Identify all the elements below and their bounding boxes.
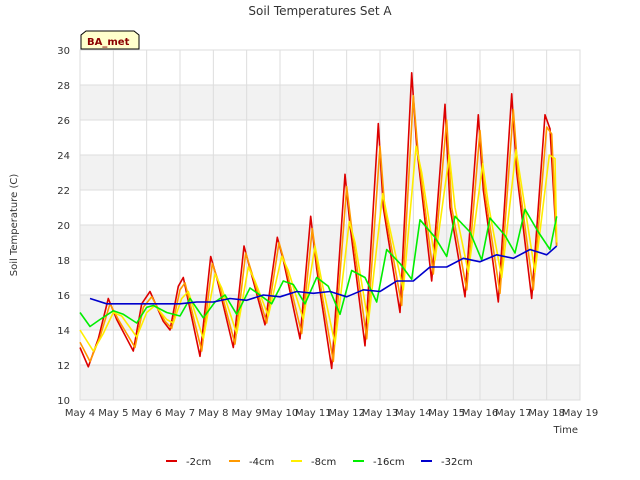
x-tick-label: May 16: [462, 408, 499, 419]
y-tick-label: 28: [57, 81, 70, 92]
x-tick-label: May 4: [65, 408, 95, 419]
y-tick-label: 16: [57, 291, 70, 302]
y-axis-label: Soil Temperature (C): [9, 174, 20, 277]
plot-band: [80, 155, 580, 190]
y-tick-label: 22: [57, 186, 70, 197]
y-tick-label: 24: [57, 151, 70, 162]
x-tick-label: May 19: [562, 408, 599, 419]
plot-band: [80, 295, 580, 330]
chart-title: Soil Temperatures Set A: [248, 4, 392, 18]
x-tick-label: May 15: [428, 408, 465, 419]
x-tick-label: May 9: [232, 408, 262, 419]
legend-label: -16cm: [373, 457, 405, 468]
x-axis-label: Time: [553, 425, 578, 436]
plot-border: [79, 49, 581, 401]
plot-bands: [80, 85, 580, 400]
y-tick-label: 10: [57, 396, 70, 407]
x-tick-label: May 7: [165, 408, 195, 419]
x-tick-label: May 18: [528, 408, 565, 419]
x-tick-label: May 10: [262, 408, 299, 419]
legend-label: -4cm: [249, 457, 274, 468]
x-tick-label: May 17: [495, 408, 532, 419]
x-tick-label: May 11: [295, 408, 332, 419]
station-badge: BA_met: [80, 30, 140, 50]
x-tick-label: May 8: [198, 408, 228, 419]
y-tick-label: 12: [57, 361, 70, 372]
legend-label: -32cm: [441, 457, 473, 468]
series-line-minus-32cm: [89, 245, 558, 305]
series-group: [79, 72, 558, 370]
y-tick-label: 20: [57, 221, 70, 232]
series-line-minus-8cm: [79, 145, 558, 352]
x-tick-label: May 13: [362, 408, 399, 419]
grid-lines: [79, 49, 581, 401]
series-line-minus-16cm: [79, 208, 558, 328]
legend-label: -2cm: [186, 457, 211, 468]
plot-band: [80, 85, 580, 120]
x-tick-label: May 14: [395, 408, 432, 419]
y-tick-labels: 10 12 14 16 18 20 22 24 26 28 30: [57, 46, 70, 407]
legend-label: -8cm: [311, 457, 336, 468]
y-tick-label: 30: [57, 46, 70, 57]
legend: -2cm -4cm -8cm -16cm -32cm: [166, 457, 473, 468]
x-tick-labels: May 4 May 5 May 6 May 7 May 8 May 9 May 10May …: [65, 408, 598, 419]
badge-label: BA_met: [87, 37, 130, 48]
plot-band: [80, 365, 580, 400]
x-tick-label: May 6: [132, 408, 162, 419]
y-tick-label: 14: [57, 326, 70, 337]
x-tick-label: May 5: [98, 408, 128, 419]
x-tick-label: May 12: [328, 408, 365, 419]
badge-box: [80, 30, 140, 50]
y-tick-label: 26: [57, 116, 70, 127]
y-tick-label: 18: [57, 256, 70, 267]
